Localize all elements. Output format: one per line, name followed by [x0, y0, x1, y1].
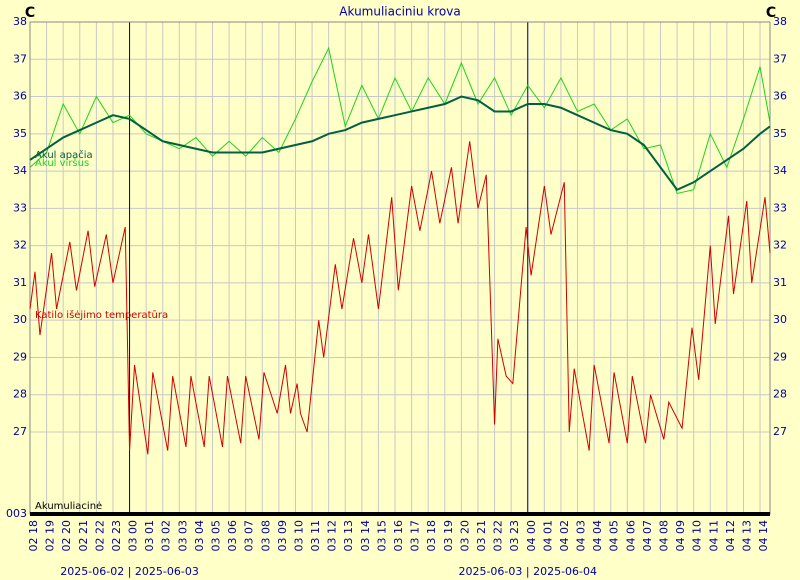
strip-bar: [30, 512, 770, 516]
y-tick-label: 29: [13, 350, 27, 363]
y2-tick-label: 30: [773, 313, 787, 326]
y-tick-label: 36: [13, 90, 27, 103]
x-tick-label: 03 09: [276, 520, 289, 552]
plot-border: [29, 21, 771, 515]
y2-tick-label: 31: [773, 276, 787, 289]
x-tick-label: 03 23: [508, 520, 521, 552]
y2-tick-label: 32: [773, 239, 787, 252]
y-tick-label: 31: [13, 276, 27, 289]
y2-tick-label: 28: [773, 388, 787, 401]
series-line: [29, 141, 771, 455]
x-tick-label: 04 12: [724, 520, 737, 552]
y-tick-label: 34: [13, 164, 27, 177]
y-tick-label: 30: [13, 313, 27, 326]
x-tick-label: 02 22: [93, 520, 106, 552]
strip-axis-label: 003: [6, 507, 27, 520]
x-tick-label: 03 19: [442, 520, 455, 552]
y-tick-label: 32: [13, 239, 27, 252]
y-tick-label: 35: [13, 127, 27, 140]
x-tick-label: 03 12: [326, 520, 339, 552]
x-tick-label: 03 05: [210, 520, 223, 552]
date-label: 2025-06-02 | 2025-06-03: [60, 565, 199, 578]
y2-tick-label: 35: [773, 127, 787, 140]
y2-tick-label: 37: [773, 52, 787, 65]
x-tick-label: 03 17: [409, 520, 422, 552]
x-tick-label: 03 04: [193, 520, 206, 552]
y-tick-label: 27: [13, 425, 27, 438]
x-tick-label: 02 23: [110, 520, 123, 552]
y-tick-label: 28: [13, 388, 27, 401]
x-tick-label: 03 18: [425, 520, 438, 552]
x-tick-label: 04 11: [707, 520, 720, 552]
x-tick-label: 02 20: [60, 520, 73, 552]
x-tick-label: 03 11: [309, 520, 322, 552]
x-tick-label: 03 13: [342, 520, 355, 552]
x-tick-label: 04 03: [575, 520, 588, 552]
x-tick-label: 03 21: [475, 520, 488, 552]
x-tick-label: 03 16: [392, 520, 405, 552]
x-tick-label: 04 14: [757, 520, 770, 552]
y2-tick-label: 29: [773, 350, 787, 363]
x-tick-label: 02 21: [77, 520, 90, 552]
x-tick-label: 04 05: [608, 520, 621, 552]
y2-tick-label: 33: [773, 201, 787, 214]
x-tick-label: 04 04: [591, 520, 604, 552]
x-tick-label: 02 18: [27, 520, 40, 552]
x-tick-label: 03 00: [127, 520, 140, 552]
x-tick-label: 04 01: [541, 520, 554, 552]
y-tick-label: 37: [13, 52, 27, 65]
x-tick-label: 03 20: [458, 520, 471, 552]
y2-tick-label: 34: [773, 164, 787, 177]
legend-label: Katilo išėjimo temperatūra: [35, 309, 168, 321]
x-tick-label: 04 10: [691, 520, 704, 552]
x-tick-label: 03 06: [226, 520, 239, 552]
x-tick-label: 03 14: [359, 520, 372, 552]
y-axis-label: C: [25, 5, 35, 21]
y2-axis-label: C: [766, 5, 776, 21]
x-tick-label: 04 13: [740, 520, 753, 552]
date-label: 2025-06-03 | 2025-06-04: [458, 565, 597, 578]
x-tick-label: 03 08: [259, 520, 272, 552]
x-tick-label: 03 03: [176, 520, 189, 552]
chart-title: Akumuliaciniu krova: [339, 5, 460, 19]
x-tick-label: 04 06: [624, 520, 637, 552]
legend-label: Akul viršus: [35, 157, 89, 169]
x-tick-label: 02 19: [44, 520, 57, 552]
x-tick-label: 04 00: [525, 520, 538, 552]
y2-tick-label: 27: [773, 425, 787, 438]
legend-label: Akul apačia: [35, 149, 93, 161]
series-line: [29, 95, 771, 191]
y2-tick-label: 36: [773, 90, 787, 103]
x-tick-label: 04 09: [674, 520, 687, 552]
series-line: [29, 46, 771, 195]
x-tick-label: 03 02: [160, 520, 173, 552]
x-tick-label: 03 01: [143, 520, 156, 552]
x-tick-label: 03 07: [243, 520, 256, 552]
y-tick-label: 33: [13, 201, 27, 214]
x-tick-label: 03 15: [375, 520, 388, 552]
y2-tick-label: 38: [773, 15, 787, 28]
x-tick-label: 03 22: [492, 520, 505, 552]
strip-label: Akumuliacinė: [35, 501, 102, 512]
x-tick-label: 04 07: [641, 520, 654, 552]
y-tick-label: 38: [13, 15, 27, 28]
x-tick-label: 04 02: [558, 520, 571, 552]
x-tick-label: 04 08: [657, 520, 670, 552]
x-tick-label: 03 10: [292, 520, 305, 552]
